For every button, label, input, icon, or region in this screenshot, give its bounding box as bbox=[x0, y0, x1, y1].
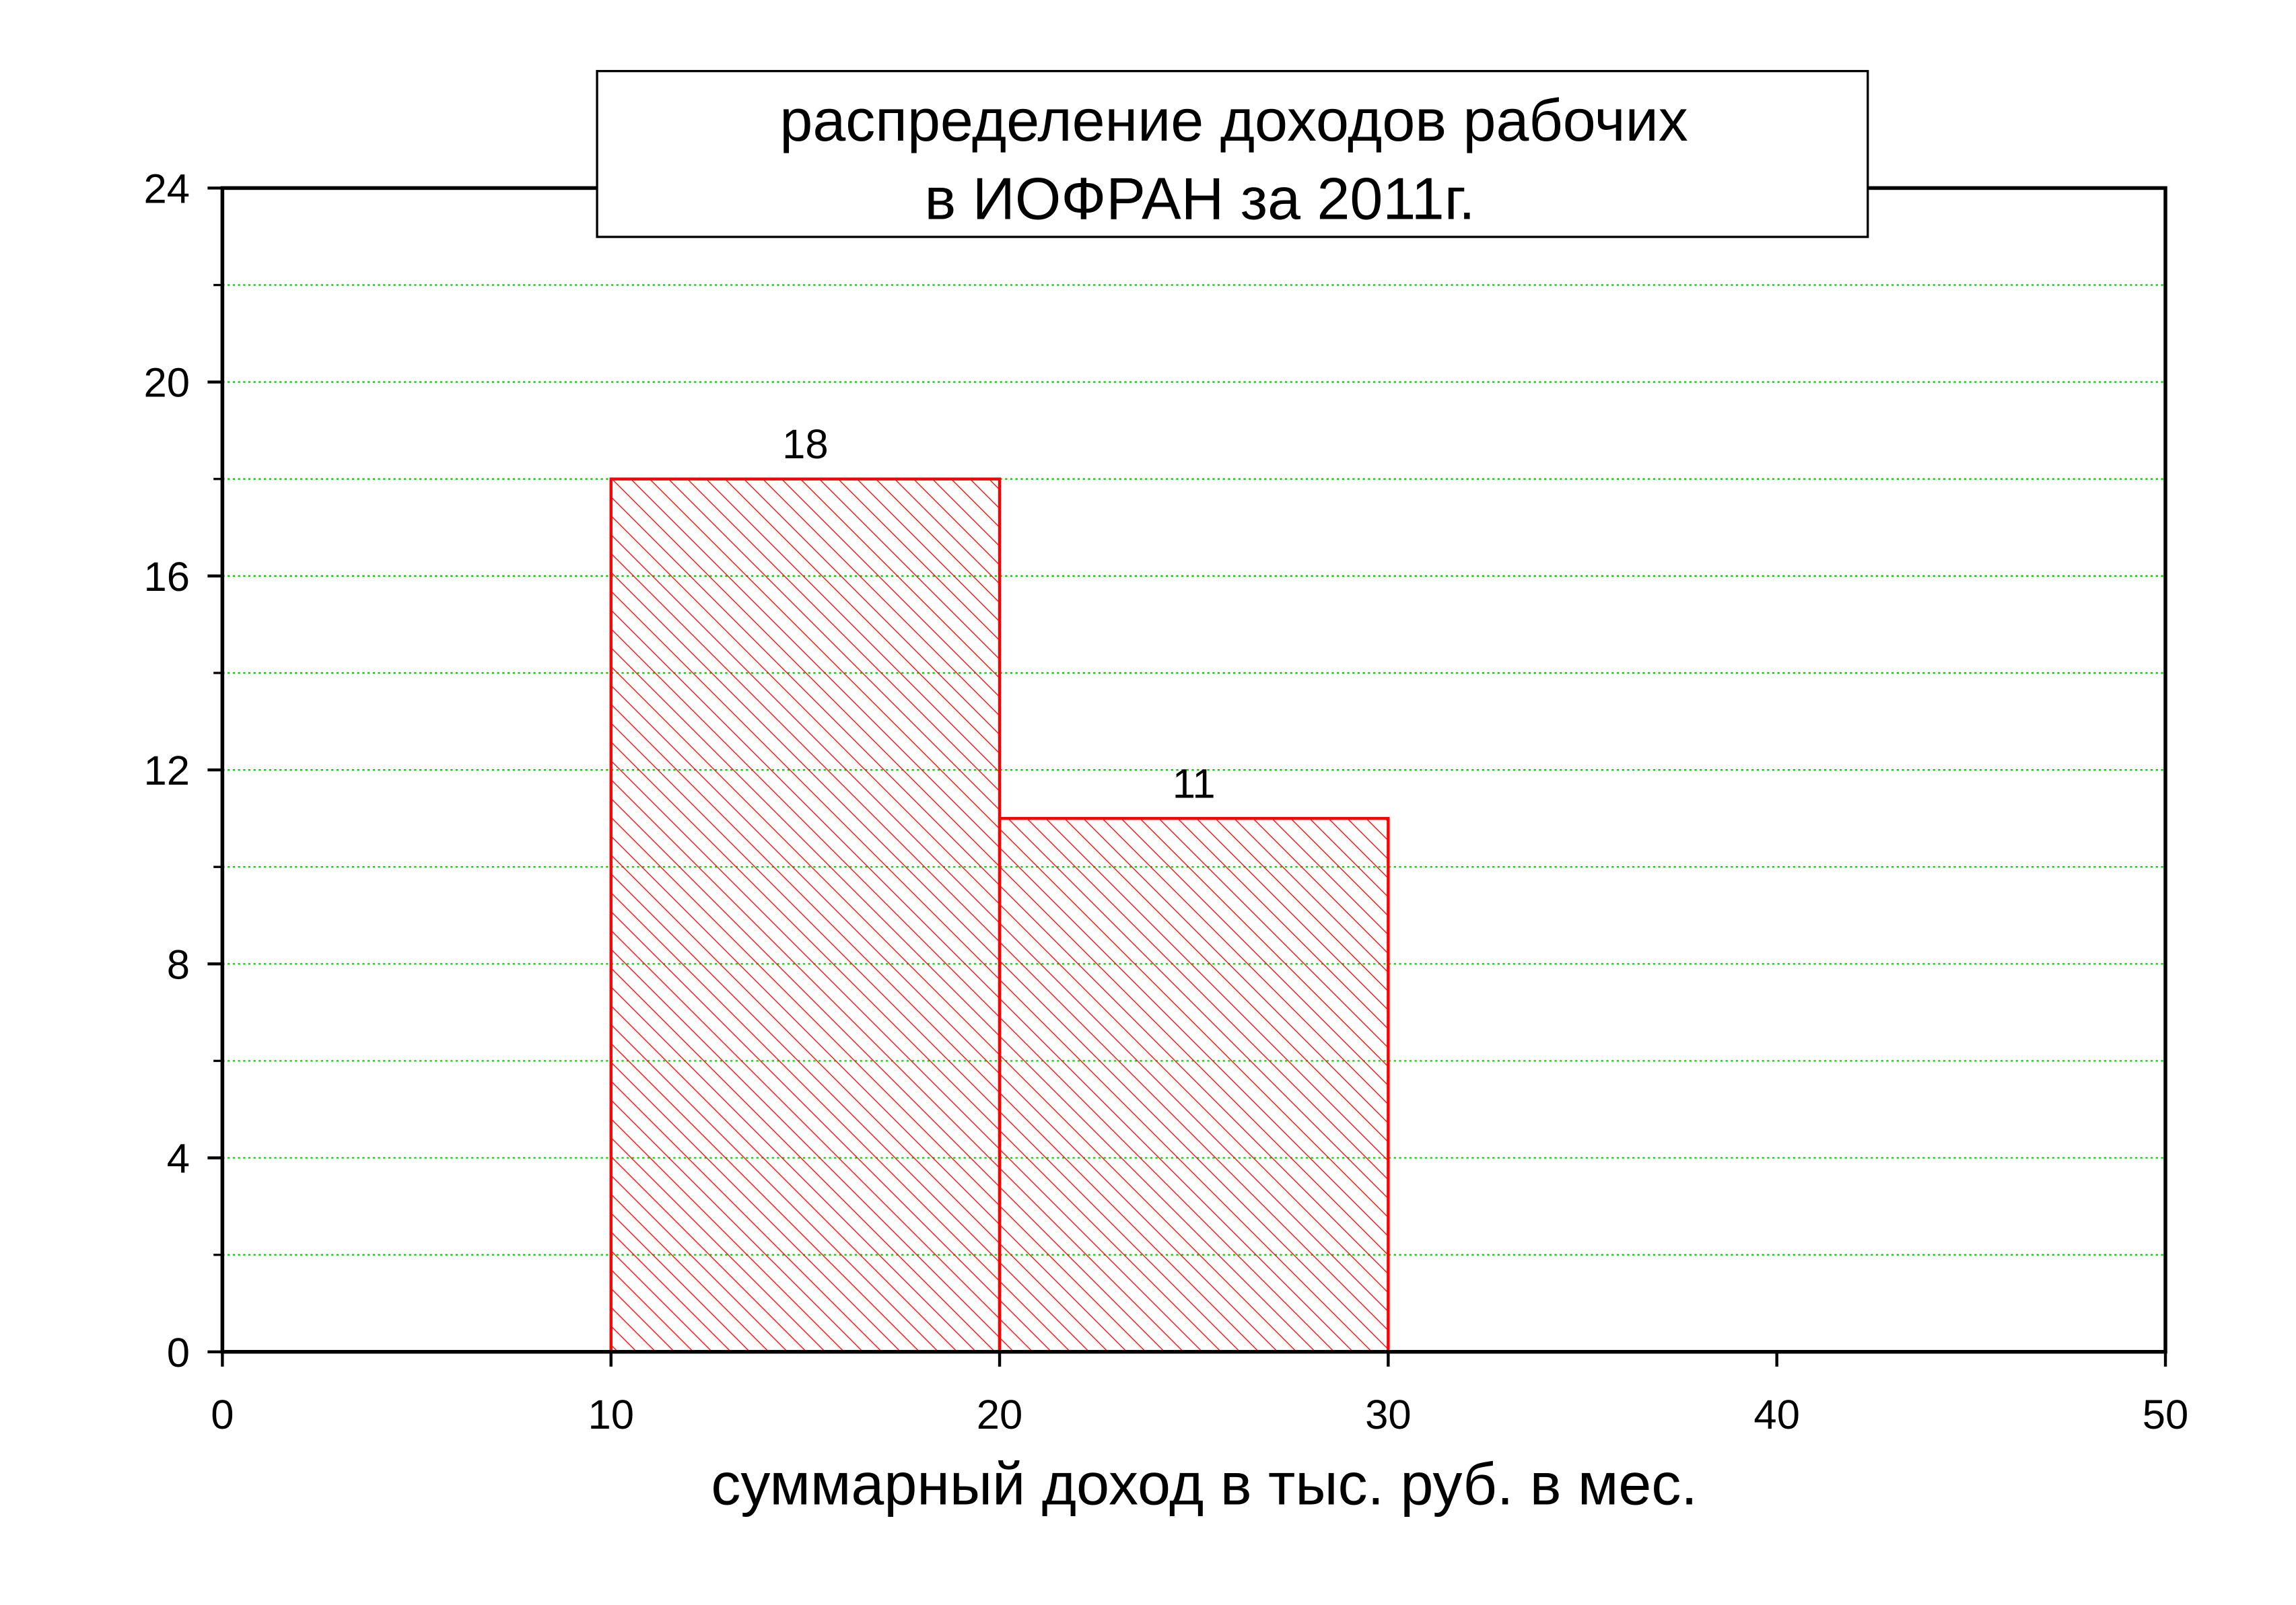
chart-title: в ИОФРАН за 2011г. bbox=[924, 166, 1475, 232]
x-axis-label: суммарный доход в тыс. руб. в мес. bbox=[711, 1450, 1697, 1517]
title-box bbox=[596, 69, 1869, 238]
x-tick-label: 20 bbox=[977, 1392, 1023, 1438]
y-tick-label: 8 bbox=[167, 941, 190, 988]
data-label: 11 bbox=[1173, 760, 1216, 807]
y-tick-label: 16 bbox=[143, 554, 190, 600]
histogram-bar bbox=[609, 477, 1002, 1353]
grid bbox=[222, 284, 2166, 1256]
y-tick-label: 20 bbox=[143, 360, 190, 406]
data-label: 18 bbox=[782, 421, 829, 468]
y-tick-label: 12 bbox=[143, 748, 190, 794]
chart-title: распределение доходов рабочих bbox=[779, 87, 1688, 153]
x-tick-label: 40 bbox=[1753, 1392, 1800, 1438]
y-tick-label: 24 bbox=[143, 166, 190, 212]
axes: 0 4 8 12 16 20 24 0 10 20 30 40 50 bbox=[143, 166, 2188, 1438]
y-tick-label: 4 bbox=[167, 1136, 190, 1182]
x-tick-label: 0 bbox=[211, 1392, 234, 1438]
y-tick-label: 0 bbox=[167, 1330, 190, 1376]
x-tick-label: 30 bbox=[1365, 1392, 1412, 1438]
histogram-bar bbox=[998, 816, 1390, 1353]
x-tick-label: 10 bbox=[588, 1392, 634, 1438]
x-tick-label: 50 bbox=[2143, 1392, 2189, 1438]
